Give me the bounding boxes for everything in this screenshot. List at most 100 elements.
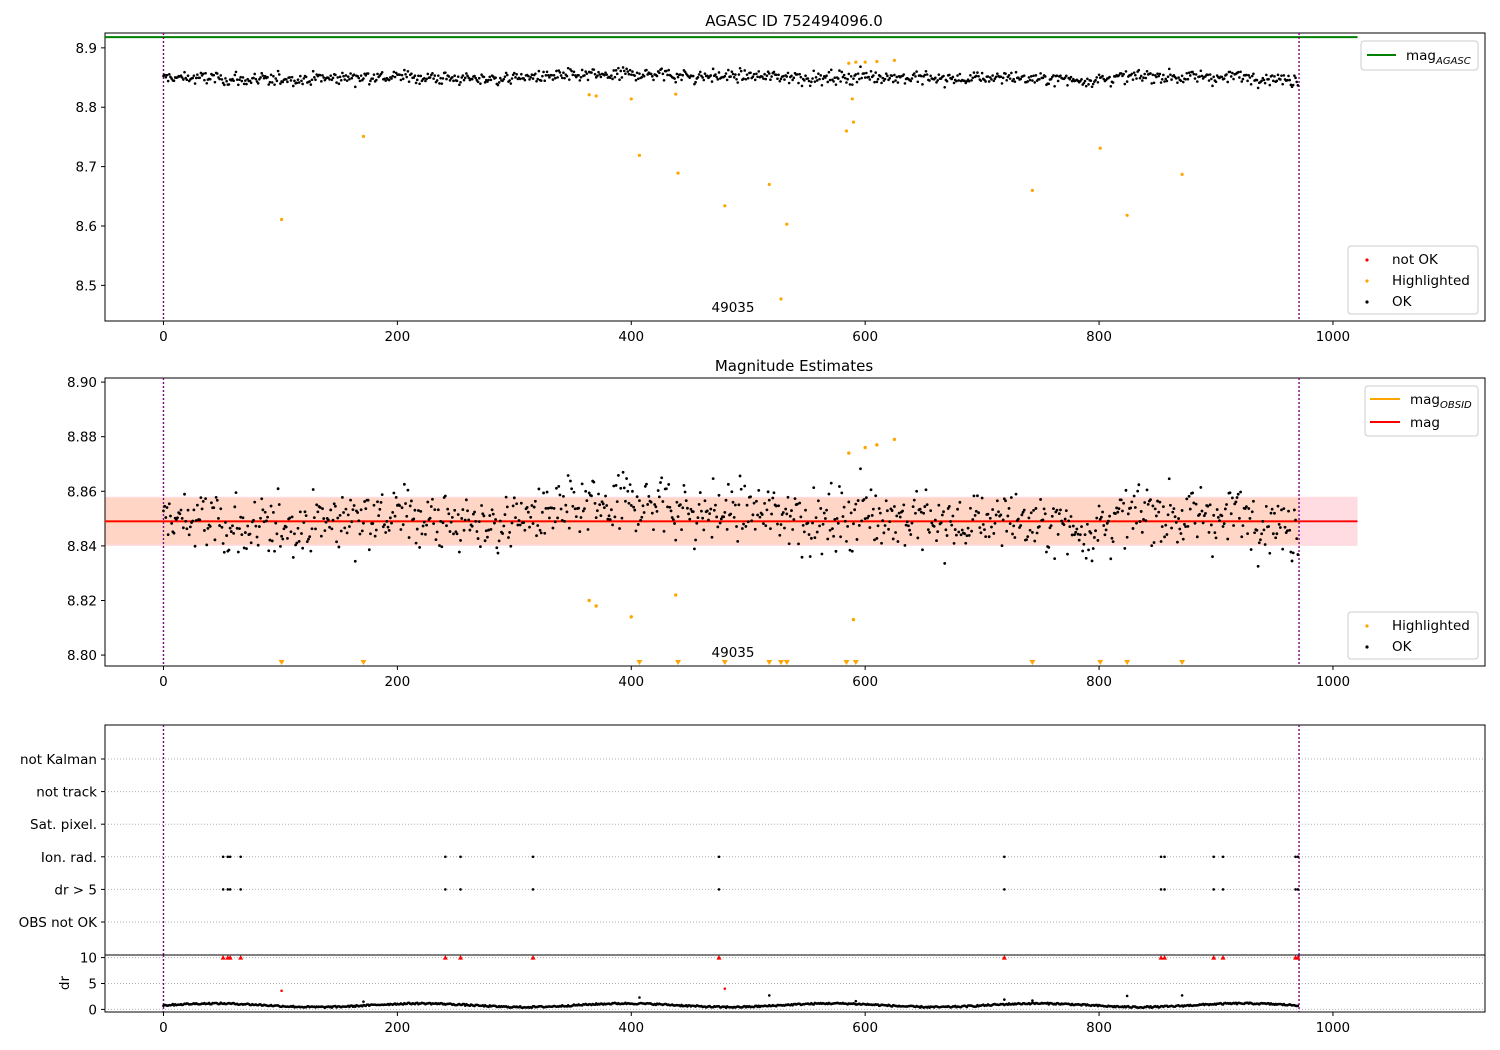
below-range-marker [675, 660, 682, 665]
ok-point [1039, 72, 1042, 75]
ok-point [1191, 70, 1194, 74]
ok-point [315, 503, 319, 507]
ok-point [222, 550, 226, 554]
ok-point [1041, 76, 1045, 80]
ok-point [379, 501, 383, 504]
ok-point [1080, 525, 1083, 529]
x-tick-label: 800 [1086, 329, 1112, 345]
ok-point [709, 507, 713, 511]
ok-point [691, 510, 695, 514]
ok-point [986, 512, 990, 516]
ok-point [284, 78, 288, 81]
ok-point [459, 539, 462, 542]
ok-point [814, 76, 818, 79]
x-tick-label: 1000 [1316, 329, 1350, 345]
ok-point [466, 509, 469, 513]
ok-point [991, 508, 995, 511]
ok-point [821, 522, 825, 526]
ok-point [311, 488, 315, 491]
ok-point [557, 484, 561, 488]
ok-point [1026, 535, 1030, 539]
ok-point [227, 83, 231, 86]
ok-point [693, 547, 696, 551]
ok-point [266, 515, 269, 519]
ok-point [441, 77, 445, 80]
ok-point [483, 539, 487, 543]
ok-point [688, 76, 692, 79]
ok-point [613, 515, 617, 519]
highlighted-point [779, 297, 783, 301]
ok-point [902, 503, 906, 507]
ok-point [163, 73, 166, 77]
ok-point [531, 522, 535, 525]
ok-point [525, 506, 529, 509]
ok-point [455, 79, 459, 83]
ok-point [778, 533, 782, 537]
dr-outlier-point [1180, 994, 1184, 997]
ok-point [1119, 72, 1123, 75]
ok-point [232, 79, 235, 83]
ok-point [867, 514, 871, 518]
ok-point [607, 514, 611, 518]
panel-estimates-legend-top: magOBSID mag [1364, 385, 1479, 437]
ok-point [520, 72, 523, 76]
flag-point [239, 888, 242, 891]
ok-point [965, 534, 969, 538]
ok-point [436, 508, 440, 512]
below-range-marker [843, 660, 850, 665]
ok-point [1059, 74, 1062, 77]
ok-point [1231, 71, 1234, 75]
ok-point [264, 519, 268, 523]
ok-point [960, 528, 964, 532]
ok-point [689, 507, 693, 511]
ok-point [273, 549, 276, 553]
ok-point [1096, 539, 1100, 542]
ok-point [634, 529, 638, 533]
ok-point [519, 501, 523, 505]
ok-point [1059, 508, 1062, 512]
ok-point [1263, 81, 1267, 85]
ok-point [650, 511, 654, 515]
ok-point [593, 72, 597, 76]
ok-point [546, 74, 550, 77]
ok-point [645, 68, 648, 72]
ok-point [1264, 504, 1268, 508]
ok-point [799, 515, 803, 519]
ok-point [919, 510, 923, 514]
highlighted-point [1098, 146, 1102, 150]
ok-point [674, 538, 678, 542]
ok-point [970, 78, 973, 82]
ok-point [785, 512, 789, 516]
ok-point [529, 515, 533, 519]
ok-point [1179, 79, 1183, 83]
ok-point [804, 74, 807, 78]
ok-point [333, 504, 337, 508]
ok-point [624, 72, 627, 76]
ok-point [1285, 529, 1289, 533]
ok-point [948, 73, 951, 77]
ok-point [1192, 72, 1196, 76]
ok-point [1001, 518, 1005, 522]
ok-point [1167, 67, 1171, 71]
legend-label-mag-agasc: magAGASC [1406, 48, 1471, 67]
ok-point [323, 529, 327, 532]
ok-point [514, 516, 517, 520]
ok-point [1181, 537, 1185, 541]
ok-point [1208, 73, 1212, 76]
ok-point [865, 71, 868, 75]
ok-point [205, 81, 209, 85]
ok-point [1220, 514, 1224, 518]
ok-point [652, 78, 655, 82]
ok-point [1010, 71, 1013, 75]
ok-point [806, 521, 810, 525]
ok-point [335, 540, 338, 544]
ok-point [215, 72, 219, 75]
x-tick-label: 200 [384, 674, 410, 690]
dr-clipped-marker [1211, 955, 1217, 960]
ok-point [1235, 496, 1239, 499]
ok-point [944, 528, 948, 532]
ok-point [594, 516, 598, 520]
ok-point [924, 488, 928, 492]
ok-point [1226, 537, 1230, 541]
below-range-marker [852, 660, 859, 665]
